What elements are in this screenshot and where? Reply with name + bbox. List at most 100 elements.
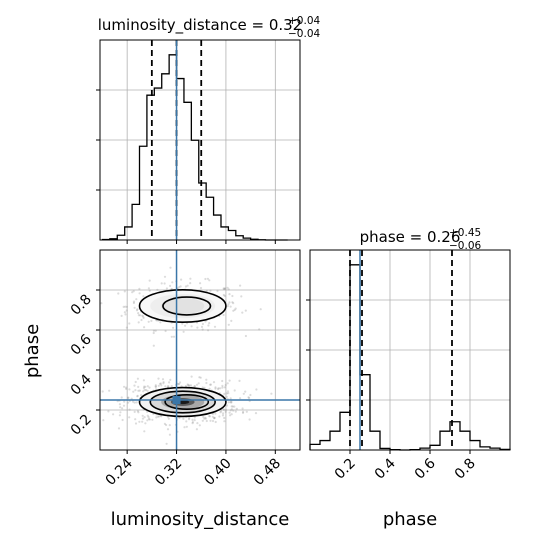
scatter-point bbox=[177, 382, 181, 386]
scatter-point bbox=[198, 376, 201, 379]
scatter-point bbox=[167, 417, 170, 420]
scatter-point bbox=[107, 410, 110, 413]
scatter-point bbox=[125, 326, 128, 329]
scatter-point bbox=[187, 384, 190, 387]
scatter-point bbox=[248, 396, 251, 400]
scatter-point bbox=[139, 314, 142, 317]
scatter-point bbox=[136, 308, 139, 311]
scatter-point bbox=[197, 382, 200, 385]
scatter-point bbox=[230, 413, 233, 416]
x-axis-label-luminosity-distance: luminosity_distance bbox=[111, 509, 290, 530]
phase-title-equals: = bbox=[410, 228, 427, 246]
scatter-point bbox=[123, 311, 126, 314]
scatter-point bbox=[234, 307, 237, 310]
scatter-point bbox=[133, 306, 136, 309]
scatter-point bbox=[228, 293, 231, 296]
scatter-point bbox=[133, 410, 136, 413]
scatter-point bbox=[196, 326, 199, 329]
scatter-point bbox=[148, 279, 151, 282]
scatter-point bbox=[124, 305, 127, 308]
scatter-point bbox=[125, 305, 128, 308]
scatter-point bbox=[143, 388, 146, 392]
y-axis-label-phase: phase bbox=[22, 324, 43, 378]
scatter-point bbox=[169, 378, 172, 381]
scatter-point bbox=[213, 416, 216, 420]
scatter-point bbox=[186, 383, 189, 386]
scatter-point bbox=[216, 289, 219, 293]
scatter-point bbox=[222, 287, 226, 290]
scatter-point bbox=[125, 387, 128, 390]
scatter-point bbox=[244, 309, 247, 312]
contour-1-1 bbox=[149, 390, 216, 414]
scatter-point bbox=[142, 315, 145, 318]
scatter-point bbox=[143, 385, 146, 388]
scatter-point bbox=[179, 285, 182, 288]
scatter-point bbox=[204, 417, 207, 420]
scatter-point bbox=[207, 324, 210, 327]
scatter-point bbox=[241, 311, 244, 314]
scatter-point bbox=[195, 428, 198, 431]
scatter-point bbox=[205, 378, 208, 381]
scatter-point bbox=[162, 381, 165, 384]
scatter-point bbox=[184, 385, 187, 388]
scatter-point bbox=[221, 379, 224, 383]
scatter-point bbox=[160, 282, 163, 285]
scatter-point bbox=[152, 331, 155, 335]
scatter-point bbox=[226, 286, 229, 289]
scatter-point bbox=[143, 326, 146, 329]
contour-0-1 bbox=[162, 296, 212, 316]
scatter-point bbox=[128, 388, 131, 391]
scatter-point bbox=[221, 384, 224, 387]
scatter-point bbox=[142, 316, 145, 319]
scatter-point bbox=[218, 415, 221, 418]
scatter-point bbox=[225, 395, 228, 398]
contour-0-0 bbox=[138, 288, 227, 323]
scatter-point bbox=[245, 410, 248, 413]
scatter-point bbox=[242, 392, 245, 395]
joint-density-frame bbox=[99, 249, 301, 451]
scatter-point bbox=[201, 322, 204, 326]
scatter-point bbox=[249, 393, 252, 397]
scatter-point bbox=[137, 389, 140, 392]
scatter-point bbox=[226, 382, 229, 385]
scatter-point bbox=[156, 415, 159, 418]
scatter-point bbox=[142, 390, 145, 393]
scatter-point bbox=[209, 383, 212, 386]
scatter-point bbox=[134, 389, 137, 392]
scatter-point bbox=[211, 419, 215, 423]
scatter-point bbox=[178, 286, 181, 289]
scatter-point bbox=[230, 405, 233, 408]
scatter-point bbox=[169, 284, 172, 287]
scatter-point bbox=[217, 388, 220, 391]
scatter-point bbox=[217, 387, 220, 390]
scatter-point bbox=[160, 384, 163, 387]
scatter-point bbox=[188, 417, 191, 420]
scatter-point bbox=[165, 423, 168, 427]
scatter-point bbox=[204, 416, 207, 419]
scatter-point bbox=[191, 421, 194, 424]
scatter-point bbox=[224, 383, 227, 387]
scatter-point bbox=[233, 308, 236, 311]
scatter-point bbox=[152, 329, 155, 332]
scatter-point bbox=[244, 390, 247, 393]
scatter-point bbox=[159, 382, 162, 385]
scatter-point bbox=[142, 386, 146, 390]
luminosity-distance-histogram-ticks bbox=[96, 89, 276, 244]
scatter-point bbox=[166, 428, 170, 431]
phase-histogram-panel: 0.2 0.4 0.6 0.8 phase = 0.26 +0.45 −0.06 bbox=[306, 227, 511, 483]
scatter-point bbox=[135, 309, 139, 312]
scatter-point bbox=[164, 329, 167, 333]
scatter-point bbox=[184, 324, 187, 327]
scatter-point bbox=[125, 309, 128, 312]
scatter-point bbox=[214, 387, 217, 390]
scatter-point bbox=[205, 381, 208, 385]
scatter-point bbox=[134, 418, 137, 421]
scatter-point bbox=[118, 414, 121, 417]
scatter-point bbox=[190, 325, 193, 328]
scatter-point bbox=[219, 387, 222, 390]
scatter-point bbox=[141, 314, 144, 317]
scatter-point bbox=[209, 419, 212, 422]
scatter-point bbox=[136, 395, 139, 398]
scatter-point bbox=[161, 378, 165, 381]
scatter-point bbox=[229, 397, 232, 400]
